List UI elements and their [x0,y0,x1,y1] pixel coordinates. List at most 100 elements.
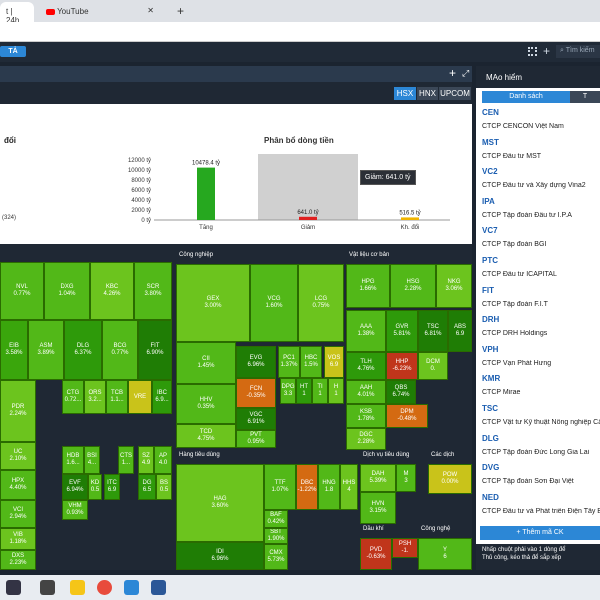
tile-nvl[interactable]: NVL 0.77% [0,262,44,320]
close-icon[interactable]: ✕ [147,6,154,15]
tile-vgc[interactable]: VGC 6.91% [236,408,276,430]
tab-hnx[interactable]: HNX [417,87,438,100]
watchlist-item-vc7[interactable]: VC7 CTCP Tập đoàn BGI [482,226,600,256]
tile-tsc[interactable]: TSC 6.81% [418,310,448,352]
tile-hng[interactable]: HNG 1.8 [318,464,340,510]
tile-vib[interactable]: VIB 1.18% [0,528,36,550]
watchlist-item-kmr[interactable]: KMR CTCP Mirae [482,374,600,404]
tile-hsg[interactable]: HSG 2.28% [390,264,436,308]
tile-cts[interactable]: CTS 1... [118,446,134,474]
tile-vci[interactable]: VCI 2.94% [0,500,36,528]
expand-icon[interactable]: ⤢ [462,68,470,78]
watchlist-item-vph[interactable]: VPH CTCP Vạn Phát Hưng [482,345,600,375]
tab-upcom[interactable]: UPCOM [439,87,471,100]
tab-hsx[interactable]: HSX [394,87,416,100]
tile-gvr[interactable]: GVR 5.81% [386,310,418,352]
tile-kd[interactable]: KD 0.5 [88,474,102,500]
tile-gex[interactable]: GEX 3.00% [176,264,250,342]
tile-hdb[interactable]: HDB 1.6... [62,446,84,474]
tile-tcd[interactable]: TCD 4.75% [176,424,236,448]
new-tab-button[interactable]: + [177,4,185,18]
tile-hhp[interactable]: HHP -6.23% [386,352,418,380]
tile-ht[interactable]: HT 1 [296,378,312,404]
tile-vre[interactable]: VRE [128,380,152,414]
watchlist-item-vc2[interactable]: VC2 CTCP Đầu tư và Xây dựng Vina2 [482,167,600,197]
tile-ctg[interactable]: CTG 0.72... [62,380,84,414]
tile-dxs[interactable]: DXS 2.23% [0,550,36,570]
watchlist-item-dlg[interactable]: DLG CTCP Tập đoàn Đức Long Gia Lai [482,434,600,464]
tile-dbc[interactable]: DBC -1.22% [296,464,318,510]
tile-hhs[interactable]: HHS 4 [340,464,358,510]
watchlist-item-dvg[interactable]: DVG CTCP Tập đoàn Sơn Đại Việt [482,463,600,493]
tile-scr[interactable]: SCR 3.80% [134,262,172,320]
tile-qbs[interactable]: QBS 6.74% [386,380,416,404]
tile-bs[interactable]: BS 0.5 [156,474,172,500]
tile-dgc[interactable]: DGC 2.28% [346,428,386,450]
bar-Kh. đổi[interactable] [401,217,419,220]
tile-eib[interactable]: EIB 3.58% [0,320,28,380]
task-view-icon[interactable] [40,580,55,595]
tile-nkg[interactable]: NKG 3.06% [436,264,472,308]
tile-dpg[interactable]: DPG 3.3 [280,378,296,404]
search-input[interactable]: ⌕ Tìm kiếm [556,45,600,58]
tile-itc[interactable]: ITC 6.9 [104,474,120,500]
tile-tlh[interactable]: TLH 4.76% [346,352,386,380]
add-icon[interactable]: + [543,44,551,58]
tile-asm[interactable]: ASM 3.89% [28,320,64,380]
tile-hag[interactable]: HAG 3.60% [176,464,264,542]
bar-Giảm[interactable] [299,216,317,220]
tile-dah[interactable]: DAH 5.39% [360,464,396,492]
ta-button[interactable]: TẢ [0,46,26,57]
tile-fcn[interactable]: FCN -0.35% [236,378,276,408]
watchlist-item-ptc[interactable]: PTC CTCP Đầu tư ICAPITAL [482,256,600,286]
tile-vhm[interactable]: VHM 0.93% [62,500,88,520]
tile-fit[interactable]: FIT 6.90% [138,320,172,380]
tile-cmx[interactable]: CMX 5.73% [264,544,288,570]
tile-evg[interactable]: EVG 6.96% [236,346,276,378]
bar-Tăng[interactable] [197,167,215,220]
tile-baf[interactable]: BAF 0.42% [264,510,288,528]
tile-hbc[interactable]: HBC 1.5% [300,346,322,378]
windows-icon[interactable] [6,580,21,595]
tile-lcg[interactable]: LCG 0.75% [298,264,344,342]
tile-evf[interactable]: EVF 6.94% [62,474,88,500]
word-icon[interactable] [151,580,166,595]
tab-other[interactable]: T [570,91,600,103]
tile-hpg[interactable]: HPG 1.66% [346,264,390,308]
tile-vos[interactable]: VOS 6.9 [324,346,344,378]
tile-ibc[interactable]: IBC 6.9... [152,380,172,414]
address-bar[interactable] [0,22,600,42]
tile-vcg[interactable]: VCG 1.60% [250,264,298,342]
tile-ti[interactable]: TI 1 [312,378,328,404]
tab-24h[interactable]: t | 24h [0,2,34,25]
tile-dcm[interactable]: DCM 0. [418,352,448,380]
watchlist-item-ipa[interactable]: IPA CTCP Tập đoàn Đầu tư I.P.A [482,197,600,227]
watchlist-item-tsc[interactable]: TSC CTCP Vật tư Kỹ thuật Nông nghiệp Cần [482,404,600,434]
tile-cii[interactable]: CII 1.45% [176,342,236,384]
tile-tcb[interactable]: TCB 1.1... [106,380,128,414]
tile-dxg[interactable]: DXG 1.04% [44,262,90,320]
zalo-icon[interactable] [124,580,139,595]
tile-kbc[interactable]: KBC 4.26% [90,262,134,320]
tile-aaa[interactable]: AAA 1.38% [346,310,386,352]
watchlist-item-fit[interactable]: FIT CTCP Tập đoàn F.I.T [482,286,600,316]
tile-hvn[interactable]: HVN 3.15% [360,492,396,524]
watchlist-item-cen[interactable]: CEN CTCP CENCON Việt Nam [482,108,600,138]
tile-ttf[interactable]: TTF 1.07% [264,464,296,510]
tile-pdr[interactable]: PDR 2.24% [0,380,36,442]
tile-pvd[interactable]: PVD -0.63% [360,538,392,570]
tile-bsi[interactable]: BSI 4... [84,446,100,474]
tile-aah[interactable]: AAH 4.01% [346,380,386,404]
tile-idi[interactable]: IDI 6.96% [176,542,264,570]
tile-hpx[interactable]: HPX 4.40% [0,470,36,500]
tile-dg[interactable]: DG 6.5 [138,474,156,500]
tile-pvt[interactable]: PVT 0.95% [236,430,276,448]
tile-pow[interactable]: POW 0.00% [428,464,472,494]
watchlist-item-ned[interactable]: NED CTCP Đầu tư và Phát triển Điện Tây Bắ… [482,493,600,523]
tile-pc1[interactable]: PC1 1.37% [278,346,300,378]
tab-list[interactable]: Danh sách [482,91,570,103]
tile-dpm[interactable]: DPM -0.48% [386,404,428,428]
